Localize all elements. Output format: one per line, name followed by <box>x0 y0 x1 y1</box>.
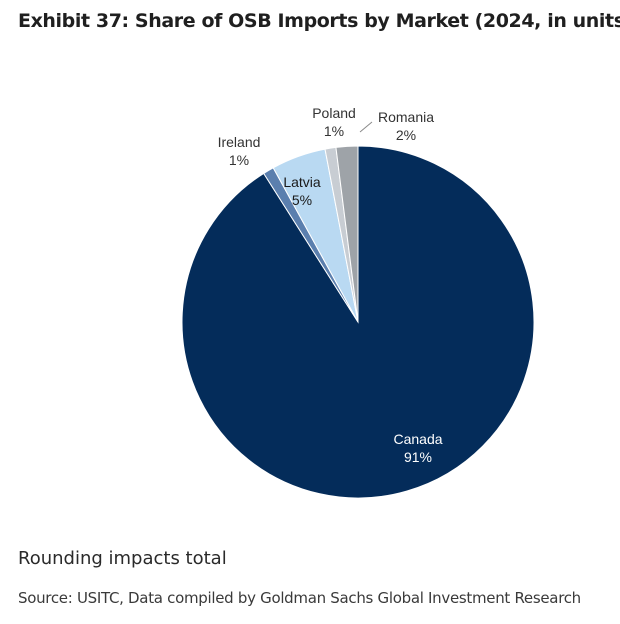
label-value-romania: 2% <box>396 127 416 143</box>
label-value-canada: 91% <box>404 449 432 465</box>
label-name-canada: Canada <box>393 431 442 447</box>
label-name-latvia: Latvia <box>283 174 321 190</box>
label-value-poland: 1% <box>324 123 344 139</box>
label-name-poland: Poland <box>312 105 356 121</box>
pie-labels: Canada 91% Ireland 1% Latvia 5% Poland 1… <box>218 105 443 465</box>
label-name-romania: Romania <box>378 109 434 125</box>
chart-title: Exhibit 37: Share of OSB Imports by Mark… <box>18 10 620 32</box>
pie-slice-canada <box>181 145 535 499</box>
label-value-latvia: 5% <box>292 192 312 208</box>
pie-slice-romania <box>335 145 359 323</box>
chart-source: Source: USITC, Data compiled by Goldman … <box>18 589 581 607</box>
label-name-ireland: Ireland <box>218 134 261 150</box>
leader-line-romania <box>359 121 373 133</box>
chart-note: Rounding impacts total <box>18 548 227 569</box>
label-value-ireland: 1% <box>229 152 249 168</box>
pie-slices <box>181 145 535 499</box>
pie-chart: Canada 91% Ireland 1% Latvia 5% Poland 1… <box>181 105 535 499</box>
